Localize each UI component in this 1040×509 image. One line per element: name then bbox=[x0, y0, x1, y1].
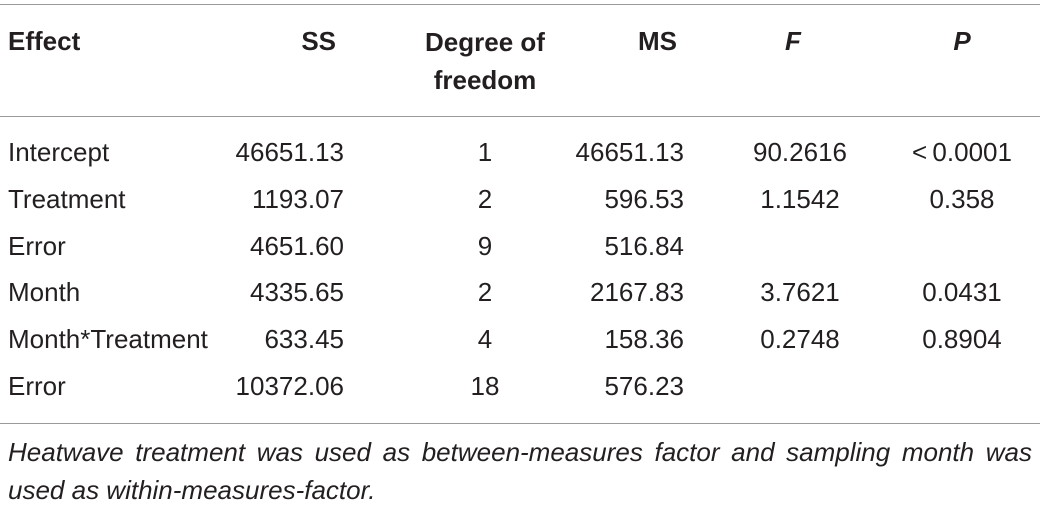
table-cell: 0.358 bbox=[929, 183, 995, 214]
table-cell: 2 bbox=[477, 277, 493, 308]
table-cell: 18 bbox=[470, 371, 500, 401]
table-cell: 2167.83 bbox=[590, 277, 684, 308]
header-rule bbox=[0, 116, 1040, 117]
row-label: Error bbox=[8, 371, 66, 401]
column-header: SS bbox=[301, 26, 336, 56]
bottom-rule bbox=[0, 423, 1040, 424]
table-cell: 46651.13 bbox=[575, 137, 684, 167]
table-cell: 516.84 bbox=[604, 230, 684, 261]
table-cell: 1.1542 bbox=[760, 183, 840, 214]
table-cell: 1 bbox=[477, 137, 493, 167]
table-cell: 4335.65 bbox=[250, 277, 344, 308]
column-header: P bbox=[953, 26, 971, 56]
footnote: Heatwave treatment was used as between-m… bbox=[8, 437, 1032, 505]
column-header: MS bbox=[638, 26, 677, 56]
column-header: Degree of freedom bbox=[425, 27, 545, 95]
table-cell: 46651.13 bbox=[235, 137, 344, 167]
table-cell: 0.8904 bbox=[922, 324, 1002, 355]
column-header: Effect bbox=[8, 26, 81, 56]
table-cell: 4651.60 bbox=[250, 230, 344, 261]
row-label: Error bbox=[8, 230, 66, 261]
column-header: F bbox=[785, 26, 801, 56]
table-cell: 9 bbox=[477, 230, 493, 261]
row-label: Treatment bbox=[8, 183, 126, 214]
table-cell: 576.23 bbox=[604, 371, 684, 401]
top-rule bbox=[0, 4, 1040, 5]
table-cell: 3.7621 bbox=[760, 277, 840, 308]
table-cell: 90.2616 bbox=[753, 137, 847, 167]
table-cell: 158.36 bbox=[604, 324, 684, 355]
row-label: Intercept bbox=[8, 137, 110, 167]
table-cell: 2 bbox=[477, 183, 493, 214]
table-cell: 0.0431 bbox=[922, 277, 1002, 308]
row-label: Month bbox=[8, 277, 81, 308]
row-label: Month*Treatment bbox=[8, 324, 208, 355]
table-cell: 10372.06 bbox=[235, 371, 344, 401]
table-cell: 596.53 bbox=[604, 183, 684, 214]
table-cell: 1193.07 bbox=[251, 183, 344, 214]
table-cell: < 0.0001 bbox=[912, 137, 1012, 167]
table-cell: 633.45 bbox=[264, 324, 344, 355]
table-cell: 4 bbox=[477, 324, 493, 355]
table-cell: 0.2748 bbox=[760, 324, 840, 355]
